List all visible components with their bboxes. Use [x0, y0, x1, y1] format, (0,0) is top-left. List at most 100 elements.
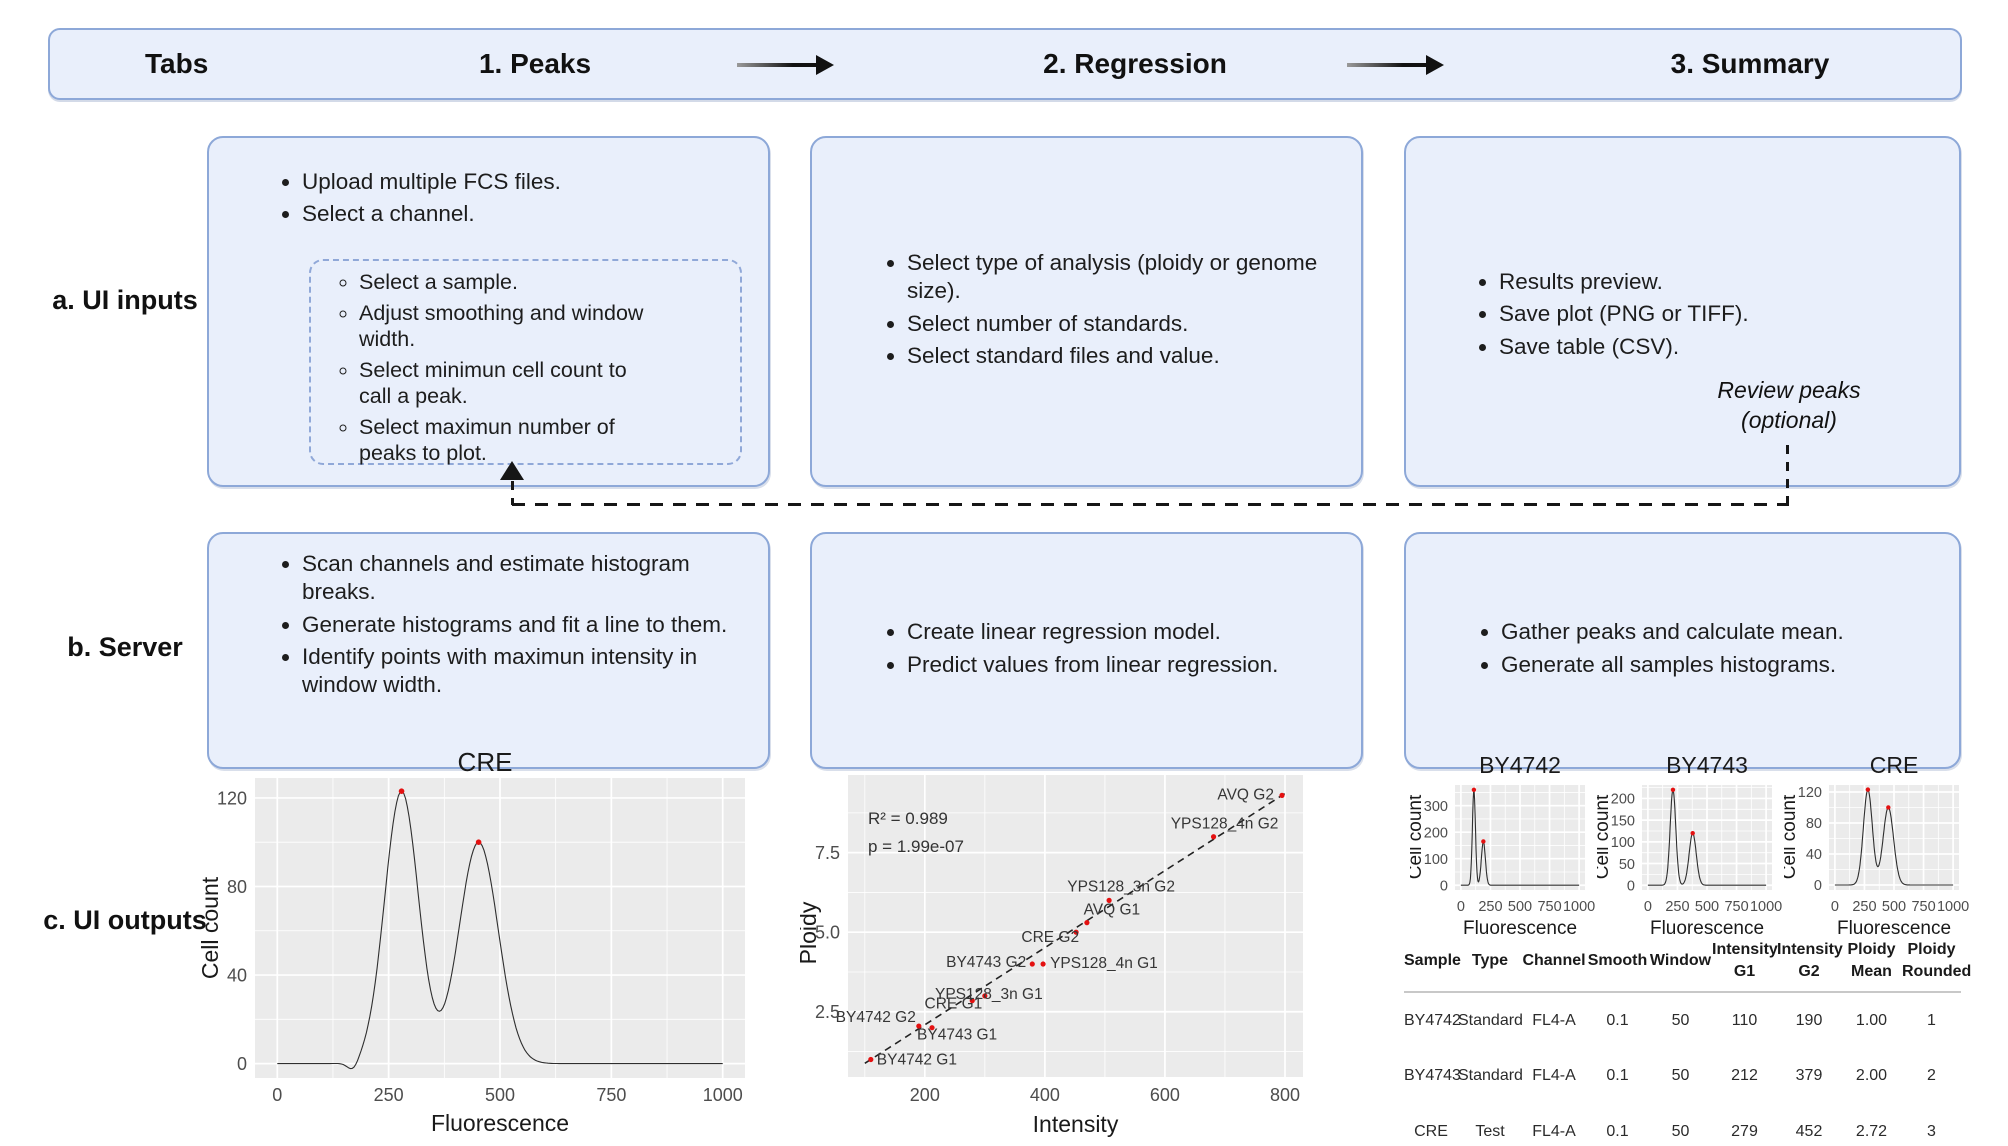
- regression-scatter-chart: BY4742 G1 BY4742 G2 BY4743 G1 CRE G1 YPS128_…: [795, 748, 1320, 1146]
- table-cell: 452: [1795, 1123, 1823, 1140]
- svg-text:1000: 1000: [1937, 899, 1969, 915]
- row-label-ui-inputs: a. UI inputs: [52, 285, 198, 315]
- svg-text:YPS128_4n G1: YPS128_4n G1: [1050, 955, 1158, 972]
- svg-text:BY4743 G1: BY4743 G1: [917, 1027, 997, 1044]
- summary-server-bullets: Gather peaks and calculate mean. Generate…: [1501, 618, 1917, 683]
- peaks-server-bullets: Scan channels and estimate histogram bre…: [209, 534, 768, 700]
- svg-text:CRE G2: CRE G2: [1021, 929, 1079, 946]
- table-header: Type: [1458, 930, 1522, 993]
- svg-text:AVQ G2: AVQ G2: [1217, 786, 1274, 803]
- table-cell: FL4-A: [1532, 1123, 1576, 1140]
- svg-text:100: 100: [1611, 835, 1635, 851]
- svg-text:0: 0: [237, 1054, 247, 1074]
- bullet-item: Select a channel.: [302, 200, 748, 228]
- bullet-item: Gather peaks and calculate mean.: [1501, 618, 1917, 646]
- table-cell: 379: [1795, 1067, 1823, 1084]
- svg-text:750: 750: [596, 1085, 626, 1105]
- svg-text:Intensity: Intensity: [1033, 1111, 1119, 1137]
- svg-text:1000: 1000: [703, 1085, 743, 1105]
- flow-arrow-icon: [1347, 55, 1444, 75]
- svg-text:R² = 0.989: R² = 0.989: [868, 809, 948, 828]
- svg-text:0: 0: [1457, 899, 1465, 915]
- svg-text:AVQ G1: AVQ G1: [1084, 902, 1141, 919]
- svg-text:300: 300: [1424, 799, 1448, 815]
- table-header: Smooth: [1586, 930, 1649, 993]
- feedback-dash-horizontal: [512, 503, 1789, 506]
- svg-text:400: 400: [1030, 1085, 1060, 1105]
- results-table: Sample Type Channel Smooth Window Intensity G1…: [1404, 930, 1971, 1146]
- svg-text:120: 120: [217, 788, 247, 808]
- bullet-item: Generate histograms and fit a line to th…: [302, 611, 748, 639]
- svg-text:40: 40: [1806, 847, 1822, 863]
- bullet-item: Create linear regression model.: [907, 618, 1319, 646]
- summary-histogram-by4742: BY4742 0 100 200 300 0 250 500 750 1000 Fluorescen…: [1405, 748, 1596, 953]
- svg-text:120: 120: [1798, 785, 1822, 801]
- feedback-dash-vertical-right: [1786, 445, 1789, 505]
- table-cell: 2.00: [1855, 1067, 1888, 1084]
- svg-text:800: 800: [1270, 1085, 1300, 1105]
- svg-text:Cell count: Cell count: [1597, 794, 1613, 879]
- table-cell: FL4-A: [1532, 1067, 1576, 1084]
- feedback-arrowhead-icon: [500, 461, 524, 480]
- svg-text:500: 500: [1695, 899, 1719, 915]
- box-regression-server: Create linear regression model. Predict v…: [810, 532, 1363, 769]
- svg-text:BY4742: BY4742: [1479, 752, 1561, 778]
- table-row: BY4743 Standard FL4-A 0.1 50 212 379 2.00 2: [1404, 1048, 1961, 1104]
- svg-text:200: 200: [910, 1085, 940, 1105]
- summary-histogram-cre: CRE 0 40 80 120 0 250 500 750 1000 Fluorescence Cel…: [1779, 748, 1970, 953]
- table-cell: Standard: [1458, 1011, 1523, 1029]
- svg-text:200: 200: [1611, 792, 1635, 808]
- box-regression-inputs: Select type of analysis (ploidy or genom…: [810, 136, 1363, 487]
- svg-text:250: 250: [374, 1085, 404, 1105]
- svg-text:0: 0: [1440, 878, 1448, 894]
- table-cell: 1: [1927, 1011, 1936, 1029]
- box-peaks-server: Scan channels and estimate histogram bre…: [207, 532, 770, 769]
- table-cell: 190: [1795, 1011, 1823, 1029]
- svg-text:Cell count: Cell count: [200, 876, 223, 979]
- tab-regression: 2. Regression: [1043, 48, 1227, 79]
- table-cell: 279: [1731, 1123, 1758, 1140]
- row-label-server: b. Server: [67, 632, 183, 662]
- svg-text:250: 250: [1852, 899, 1876, 915]
- svg-text:BY4742 G1: BY4742 G1: [877, 1051, 957, 1068]
- bullet-item: Select standard files and value.: [907, 342, 1319, 370]
- table-cell: BY4743: [1404, 1067, 1461, 1084]
- svg-text:1000: 1000: [1563, 899, 1595, 915]
- summary-inputs-bullets: Results preview. Save plot (PNG or TIFF).…: [1406, 138, 1959, 361]
- svg-text:YPS128_3n G2: YPS128_3n G2: [1067, 878, 1175, 895]
- svg-text:200: 200: [1424, 825, 1448, 841]
- regression-inputs-bullets: Select type of analysis (ploidy or genom…: [907, 249, 1319, 374]
- svg-text:Ploidy: Ploidy: [800, 901, 821, 964]
- svg-text:0: 0: [1814, 878, 1822, 894]
- svg-text:CRE G1: CRE G1: [925, 996, 983, 1013]
- svg-text:p = 1.99e-07: p = 1.99e-07: [868, 837, 964, 856]
- svg-text:500: 500: [1882, 899, 1906, 915]
- svg-text:CRE: CRE: [1870, 752, 1919, 778]
- svg-text:600: 600: [1150, 1085, 1180, 1105]
- bullet-item: Results preview.: [1499, 268, 1939, 296]
- svg-text:5.0: 5.0: [815, 923, 840, 943]
- regression-server-bullets: Create linear regression model. Predict v…: [907, 618, 1319, 683]
- bullet-item: Scan channels and estimate histogram bre…: [302, 550, 748, 607]
- row-label-ui-outputs: c. UI outputs: [43, 905, 207, 935]
- svg-text:750: 750: [1537, 899, 1561, 915]
- svg-text:1000: 1000: [1750, 899, 1782, 915]
- svg-text:750: 750: [1911, 899, 1935, 915]
- box-summary-inputs: Results preview. Save plot (PNG or TIFF).…: [1404, 136, 1961, 487]
- table-cell: BY4742: [1404, 1011, 1461, 1029]
- svg-text:CRE: CRE: [458, 747, 513, 777]
- svg-text:100: 100: [1424, 852, 1448, 868]
- svg-text:250: 250: [1478, 899, 1502, 915]
- table-cell: 110: [1731, 1011, 1758, 1029]
- svg-text:BY4742 G2: BY4742 G2: [836, 1009, 916, 1026]
- bullet-item: Identify points with maximun intensity i…: [302, 643, 748, 700]
- table-header: Ploidy Mean: [1841, 930, 1902, 993]
- bullet-item: Predict values from linear regression.: [907, 651, 1319, 679]
- svg-text:7.5: 7.5: [815, 843, 840, 863]
- svg-text:0: 0: [1831, 899, 1839, 915]
- svg-text:Fluorescence: Fluorescence: [431, 1110, 569, 1136]
- bullet-item: Select a sample.: [359, 269, 664, 295]
- svg-text:Cell count: Cell count: [1410, 794, 1426, 879]
- bullet-item: Save table (CSV).: [1499, 333, 1939, 361]
- table-header: Channel: [1522, 930, 1586, 993]
